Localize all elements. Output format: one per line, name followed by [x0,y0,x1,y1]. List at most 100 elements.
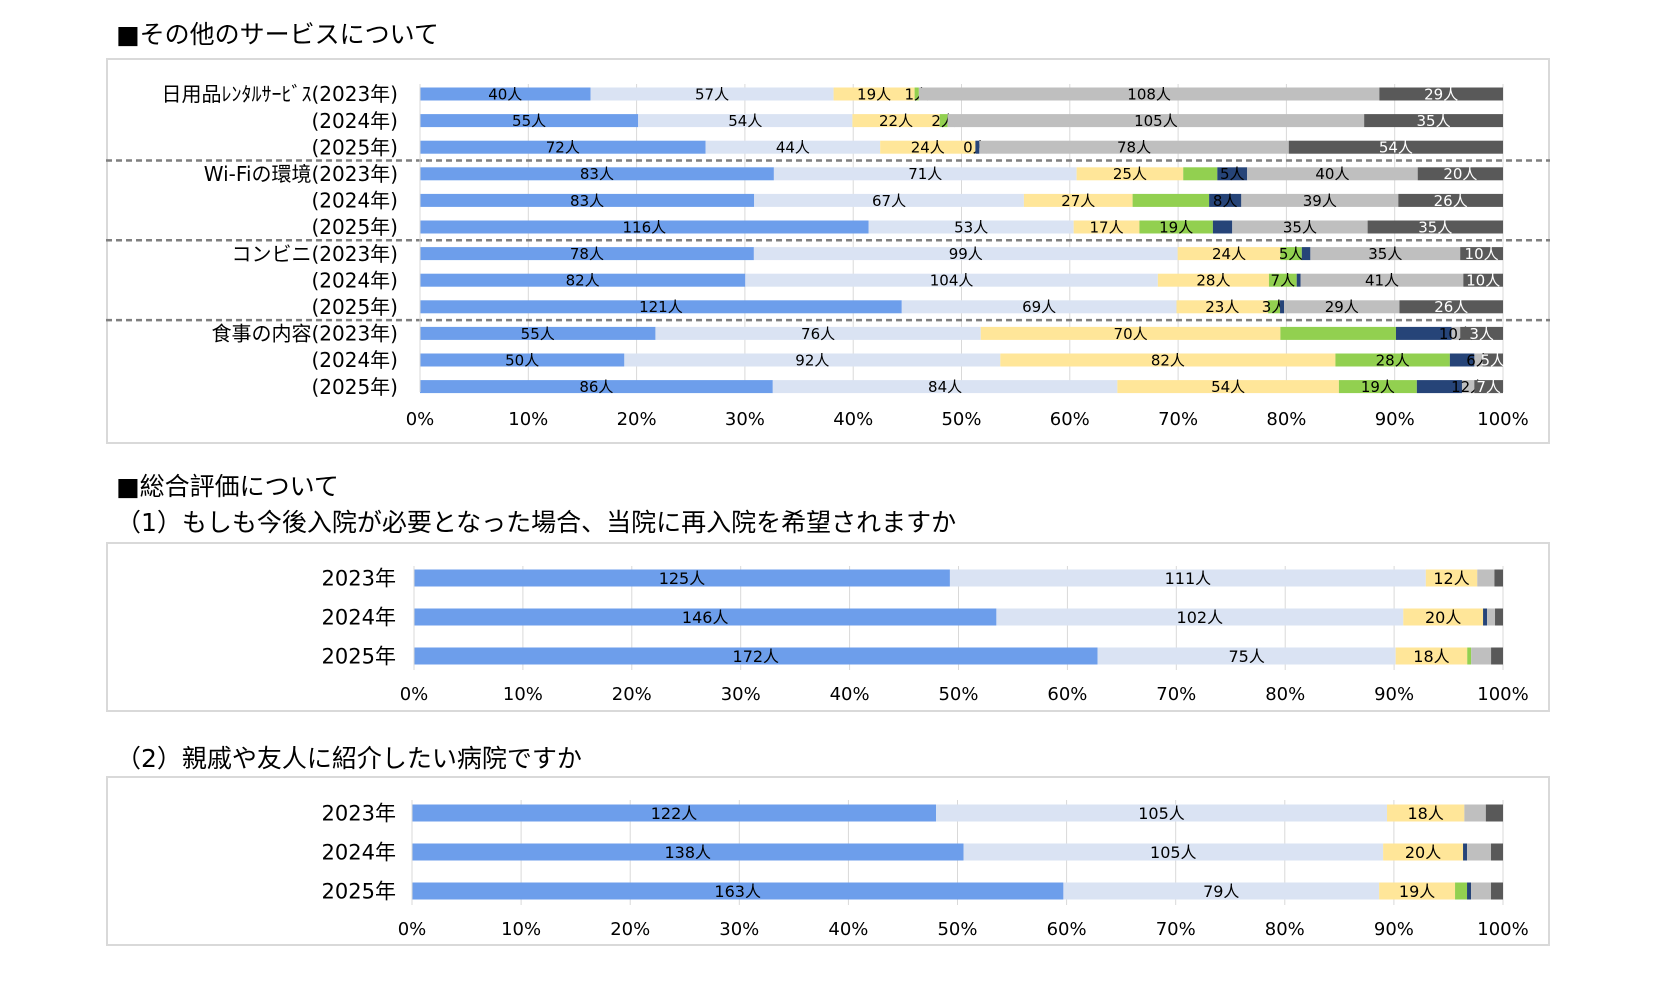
x-tick-label: 50% [938,684,978,705]
bar-segment-s6 [1247,167,1418,181]
bar-segment-s6 [1461,380,1475,394]
bar-segment-s7 [1460,247,1503,261]
x-tick-label: 20% [610,919,650,940]
bar-segment-s4 [1455,882,1468,900]
data-label: 25人 [1113,165,1147,183]
bar-segment-s3 [1076,167,1184,181]
bar-segment-s2 [624,353,1001,367]
data-label: 8人 [1213,192,1238,210]
data-label: 55人 [521,325,555,343]
data-label: 5人 [1481,351,1506,369]
bar-segment-s5 [1212,220,1233,234]
bar-segment-s1 [420,273,746,287]
category-label: (2024年) [311,268,398,292]
bar-segment-s2 [996,608,1404,626]
data-label: 54人 [1379,139,1413,157]
bar-segment-s3 [833,87,915,101]
data-label: 92人 [795,351,829,369]
x-tick-label: 40% [828,919,868,940]
data-label: 10人 [1466,272,1500,290]
chart-panel-q2 [106,776,1550,946]
category-label: 2024年 [322,841,396,865]
bar-segment-s3 [1157,273,1269,287]
data-label: 121人 [639,298,683,316]
bar-segment-s4 [1268,300,1281,314]
bar-segment-s5 [1280,300,1285,314]
data-label: 72人 [546,139,580,157]
category-label: 2023年 [322,802,396,826]
bar-segment-s3 [980,326,1281,340]
bar-segment-s7 [1495,608,1503,626]
data-label: 39人 [1303,192,1337,210]
bar-segment-s4 [914,87,919,101]
data-label: 26人 [1434,192,1468,210]
x-tick-label: 20% [617,409,657,430]
category-label: Wi-Fiの環境(2023年) [204,162,398,186]
bar-segment-s5 [1296,273,1301,287]
bar-segment-s7 [1398,193,1503,207]
category-label: (2024年) [311,189,398,213]
bar-segment-s7 [1399,300,1503,314]
bar-segment-s5 [1483,608,1488,626]
data-label: 138人 [664,843,711,862]
bar-segment-s1 [414,647,1098,665]
bar-segment-s6 [1232,220,1368,234]
x-tick-label: 100% [1477,684,1528,705]
data-label: 69人 [1022,298,1056,316]
x-tick-label: 90% [1374,919,1414,940]
bar-segment-s1 [412,882,1064,900]
data-label: 71人 [908,165,942,183]
bar-segment-s6 [1467,843,1492,861]
heading-q2: （2）親戚や友人に紹介したい病院ですか [116,744,582,773]
data-label: 122人 [651,804,698,823]
bar-segment-s4 [1280,326,1396,340]
bar-segment-s2 [1063,882,1380,900]
data-label: 84人 [928,378,962,396]
bar-segment-s6 [1471,882,1492,900]
category-label: (2025年) [311,375,398,399]
bar-segment-s5 [1449,353,1475,367]
data-label: 44人 [776,139,810,157]
category-label: 2024年 [322,606,396,630]
data-label: 19人 [1159,218,1193,236]
heading-q1: （1）もしも今後入院が必要となった場合、当院に再入院を希望されますか [116,508,957,537]
x-tick-label: 50% [941,409,981,430]
bar-segment-s3 [1117,380,1339,394]
bar-segment-s6 [1477,569,1495,587]
category-label: (2024年) [311,109,398,133]
x-tick-label: 40% [830,684,870,705]
bar-segment-s5 [1463,843,1468,861]
bar-segment-s7 [1367,220,1503,234]
x-tick-label: 40% [833,409,873,430]
data-label: 79人 [1203,882,1239,901]
bar-segment-s2 [949,569,1426,587]
bar-segment-s6 [1474,353,1483,367]
x-tick-label: 80% [1265,684,1305,705]
bar-segment-s2 [868,220,1074,234]
bar-segment-s4 [1280,247,1302,261]
bar-segment-s3 [1177,247,1281,261]
bar-segment-s2 [705,140,881,154]
bar-segment-s3 [1073,220,1140,234]
data-label: 12人 [1433,569,1469,588]
bar-segment-s3 [1000,353,1336,367]
x-tick-label: 80% [1266,409,1306,430]
data-label: 28人 [1196,272,1230,290]
bar-segment-s2 [638,114,853,128]
bar-segment-s3 [1383,843,1464,861]
data-label: 17人 [1089,218,1123,236]
data-label: 57人 [695,85,729,103]
bar-segment-s5 [1217,167,1248,181]
category-label: (2025年) [311,215,398,239]
data-label: 76人 [801,325,835,343]
data-label: 22人 [879,112,913,130]
bar-segment-s3 [880,140,976,154]
bar-segment-s3 [1395,647,1468,665]
category-label: 食事の内容(2023年) [211,322,398,346]
bar-segment-s7 [1474,380,1503,394]
bar-segment-s6 [1241,193,1399,207]
bar-segment-s2 [754,193,1024,207]
data-label: 75人 [1228,647,1264,666]
data-label: 3人 [1469,325,1494,343]
